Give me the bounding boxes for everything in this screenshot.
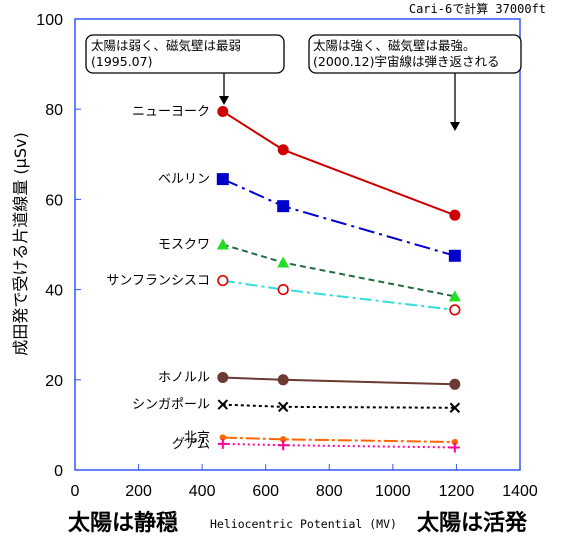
tick-labels: 0 200 400 600 800 1000 1200 1400 0 20 40 60 80 100 bbox=[36, 12, 538, 500]
y-tick-label: 40 bbox=[45, 283, 63, 300]
arrow-right-head bbox=[450, 122, 460, 131]
series-line bbox=[222, 178, 456, 257]
series-line bbox=[222, 376, 455, 386]
axis-ticks bbox=[74, 18, 521, 471]
data-point bbox=[217, 438, 228, 449]
data-point bbox=[217, 274, 229, 287]
data-point bbox=[279, 436, 287, 443]
series-label: 北京 bbox=[184, 431, 210, 446]
series-line bbox=[222, 243, 456, 298]
data-point bbox=[451, 438, 459, 446]
annotation-right-line2: (2000.12)宇宙線は弾き返される bbox=[313, 54, 499, 69]
annotation-left-box bbox=[85, 34, 285, 74]
data-point bbox=[217, 372, 229, 384]
arrow-left-head bbox=[219, 96, 229, 105]
series-layer bbox=[216, 105, 461, 453]
data-point bbox=[449, 209, 461, 221]
series-label: ホノルル bbox=[158, 371, 210, 386]
series-line bbox=[222, 110, 456, 217]
annotation-right-line1: 太陽は強く、磁気壁は最強。 bbox=[313, 38, 476, 53]
annotation-right-box bbox=[308, 34, 522, 74]
annotation-left-line2: (1995.07) bbox=[91, 54, 152, 69]
series-line bbox=[222, 279, 455, 311]
y-tick-label: 60 bbox=[45, 192, 63, 209]
x-tick-label: 200 bbox=[125, 483, 152, 500]
y-tick-label: 80 bbox=[45, 102, 63, 119]
series-0 bbox=[217, 105, 461, 221]
corner-note: Cari-6で計算 37000ft bbox=[409, 1, 546, 16]
data-point bbox=[217, 105, 229, 117]
data-point bbox=[217, 399, 229, 410]
series-6 bbox=[219, 434, 459, 446]
series-label: モスクワ bbox=[158, 238, 210, 253]
series-label: シンガポール bbox=[132, 398, 210, 413]
y-tick-label: 20 bbox=[45, 373, 63, 390]
x-tick-label: 600 bbox=[252, 483, 279, 500]
data-point bbox=[277, 401, 289, 413]
data-point bbox=[449, 442, 460, 453]
data-point bbox=[219, 434, 227, 441]
x-tick-label: 0 bbox=[71, 483, 80, 500]
data-point bbox=[448, 290, 461, 302]
series-5 bbox=[217, 399, 461, 413]
y-tick-label: 0 bbox=[54, 463, 63, 480]
annotation-left-line1: 太陽は弱く、磁気壁は最弱 bbox=[91, 38, 241, 53]
data-point bbox=[277, 256, 290, 268]
data-point bbox=[277, 200, 290, 213]
data-point bbox=[448, 249, 461, 262]
data-point bbox=[277, 144, 289, 156]
data-point bbox=[216, 173, 229, 186]
series-1 bbox=[216, 173, 461, 262]
x-tick-label: 1200 bbox=[439, 483, 475, 500]
x-axis-label: Heliocentric Potential (MV) bbox=[210, 517, 397, 531]
series-line bbox=[222, 442, 455, 449]
series-7 bbox=[217, 438, 460, 453]
data-point bbox=[277, 374, 289, 386]
x-tick-label: 1000 bbox=[375, 483, 411, 500]
data-point bbox=[449, 378, 461, 390]
data-point bbox=[449, 402, 461, 413]
series-line bbox=[222, 436, 455, 444]
data-point bbox=[216, 238, 229, 250]
x-tick-label: 1400 bbox=[502, 483, 538, 500]
x-tick-label: 800 bbox=[316, 483, 343, 500]
y-axis-label: 成田発で受ける片道線量 (μSv) bbox=[11, 132, 30, 355]
y-tick-label: 100 bbox=[36, 12, 63, 29]
annotation-arrows bbox=[219, 73, 460, 131]
series-label: サンフランシスコ bbox=[106, 274, 210, 289]
x-label-left: 太陽は静穏 bbox=[68, 510, 178, 536]
series-3 bbox=[217, 274, 461, 316]
plot-frame bbox=[74, 18, 521, 471]
series-label: ニューヨーク bbox=[132, 104, 210, 119]
x-label-right: 太陽は活発 bbox=[417, 511, 528, 536]
series-2 bbox=[216, 238, 461, 302]
annotation-right: 太陽は強く、磁気壁は最強。 (2000.12)宇宙線は弾き返される bbox=[308, 34, 522, 74]
series-4 bbox=[217, 372, 461, 390]
series-label: ベルリン bbox=[158, 172, 210, 187]
annotation-left: 太陽は弱く、磁気壁は最弱 (1995.07) bbox=[85, 34, 285, 74]
data-point bbox=[449, 304, 461, 316]
series-line bbox=[222, 403, 455, 409]
x-tick-label: 400 bbox=[189, 483, 216, 500]
series-label: グアム bbox=[172, 437, 210, 452]
data-point bbox=[278, 440, 289, 451]
data-point bbox=[277, 284, 289, 296]
